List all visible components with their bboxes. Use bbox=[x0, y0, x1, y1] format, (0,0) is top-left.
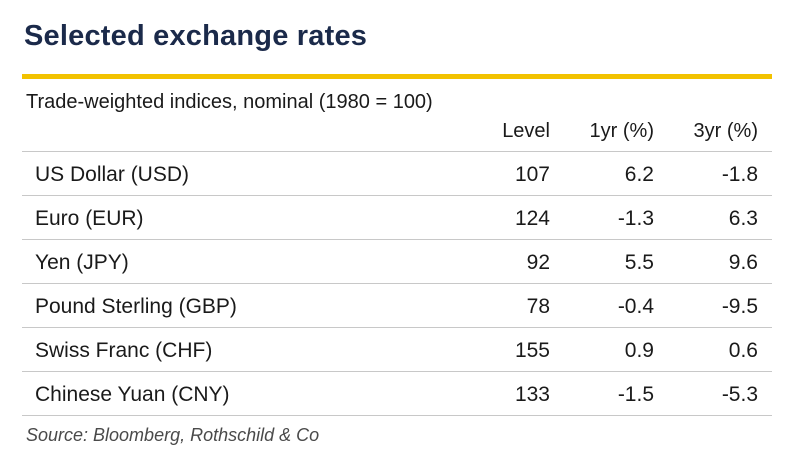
currency-name: Swiss Franc (CHF) bbox=[35, 339, 213, 362]
three-year-change: 9.6 bbox=[728, 251, 758, 274]
currency-name: Euro (EUR) bbox=[35, 207, 144, 230]
table-row: Pound Sterling (GBP) 78 -0.4 -9.5 bbox=[22, 283, 772, 327]
one-year-change: -1.3 bbox=[617, 207, 654, 230]
table-subtitle: Trade-weighted indices, nominal (1980 = … bbox=[26, 91, 433, 113]
level-value: 133 bbox=[514, 383, 550, 406]
table-row: Euro (EUR) 124 -1.3 6.3 bbox=[22, 195, 772, 239]
one-year-change: -1.5 bbox=[617, 383, 654, 406]
level-value: 155 bbox=[514, 339, 550, 362]
one-year-change: 5.5 bbox=[624, 251, 654, 274]
table-row: Swiss Franc (CHF) 155 0.9 0.6 bbox=[22, 327, 772, 371]
exchange-rates-table: US Dollar (USD) 107 6.2 -1.8 Euro (EUR) … bbox=[22, 151, 772, 416]
three-year-change: 0.6 bbox=[728, 339, 758, 362]
currency-name: Pound Sterling (GBP) bbox=[35, 295, 237, 318]
page-title: Selected exchange rates bbox=[24, 20, 368, 52]
three-year-change: 6.3 bbox=[728, 207, 758, 230]
level-value: 124 bbox=[514, 207, 550, 230]
column-headers: Level 1yr (%) 3yr (%) bbox=[22, 120, 772, 146]
three-year-change: -5.3 bbox=[721, 383, 758, 406]
one-year-change: 0.9 bbox=[624, 339, 654, 362]
level-value: 107 bbox=[514, 163, 550, 186]
three-year-change: -1.8 bbox=[721, 163, 758, 186]
table-row: Chinese Yuan (CNY) 133 -1.5 -5.3 bbox=[22, 371, 772, 416]
currency-name: Chinese Yuan (CNY) bbox=[35, 383, 230, 406]
title-accent-rule bbox=[22, 74, 772, 79]
one-year-change: 6.2 bbox=[624, 163, 654, 186]
currency-name: US Dollar (USD) bbox=[35, 163, 190, 186]
three-year-change: -9.5 bbox=[721, 295, 758, 318]
currency-name: Yen (JPY) bbox=[35, 251, 129, 274]
table-row: US Dollar (USD) 107 6.2 -1.8 bbox=[22, 151, 772, 195]
column-header-3yr: 3yr (%) bbox=[693, 120, 758, 142]
table-row: Yen (JPY) 92 5.5 9.6 bbox=[22, 239, 772, 283]
level-value: 92 bbox=[526, 251, 550, 274]
column-header-level: Level bbox=[502, 120, 550, 142]
level-value: 78 bbox=[526, 295, 550, 318]
column-header-1yr: 1yr (%) bbox=[589, 120, 654, 142]
source-note: Source: Bloomberg, Rothschild & Co bbox=[26, 425, 320, 445]
one-year-change: -0.4 bbox=[617, 295, 654, 318]
